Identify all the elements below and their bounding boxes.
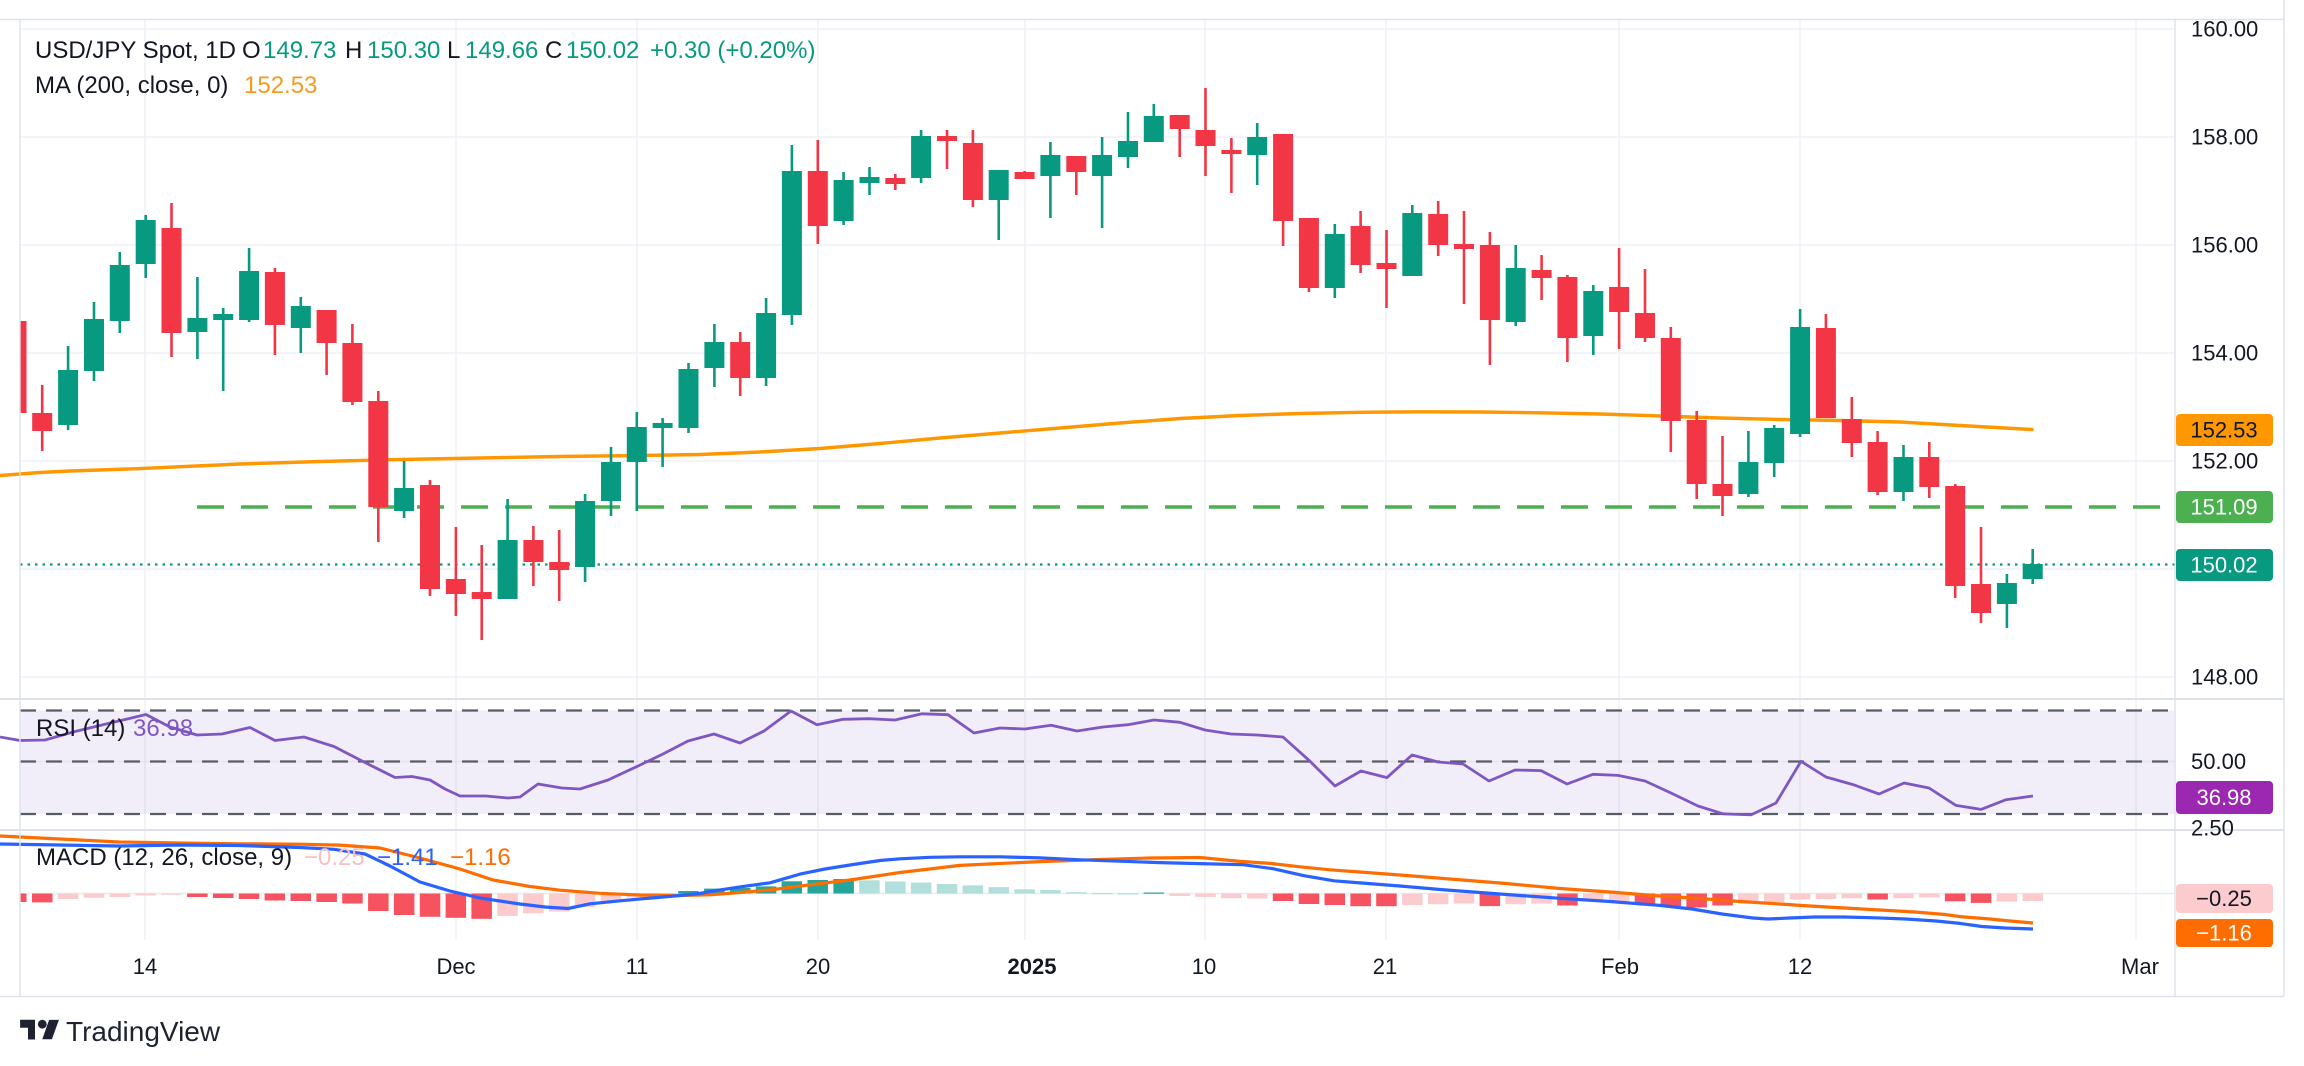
svg-text:L: L	[447, 37, 460, 64]
svg-text:MACD (12, 26, close, 9): MACD (12, 26, close, 9)	[36, 844, 292, 871]
svg-text:158.00: 158.00	[2191, 125, 2258, 150]
svg-text:+0.30 (+0.20%): +0.30 (+0.20%)	[650, 37, 815, 64]
svg-text:21: 21	[1373, 954, 1397, 979]
svg-text:152.00: 152.00	[2191, 449, 2258, 474]
svg-text:H: H	[345, 37, 362, 64]
svg-text:149.66: 149.66	[465, 37, 538, 64]
svg-text:C: C	[545, 37, 562, 64]
svg-text:TradingView: TradingView	[66, 1016, 221, 1047]
svg-text:2.50: 2.50	[2191, 816, 2234, 841]
svg-text:Dec: Dec	[436, 954, 475, 979]
svg-text:150.02: 150.02	[566, 37, 639, 64]
svg-text:O: O	[242, 37, 261, 64]
svg-text:149.73: 149.73	[263, 37, 336, 64]
svg-text:148.00: 148.00	[2191, 665, 2258, 690]
svg-text:160.00: 160.00	[2191, 17, 2258, 42]
svg-text:MA (200, close, 0): MA (200, close, 0)	[35, 72, 228, 99]
svg-text:50.00: 50.00	[2191, 749, 2246, 774]
svg-text:150.02: 150.02	[2190, 553, 2257, 578]
svg-text:11: 11	[626, 954, 649, 979]
svg-text:36.98: 36.98	[2196, 785, 2251, 810]
svg-text:12: 12	[1788, 954, 1812, 979]
svg-text:RSI (14): RSI (14)	[36, 715, 125, 742]
svg-text:2025: 2025	[1008, 954, 1057, 979]
svg-text:−0.25: −0.25	[304, 844, 365, 871]
svg-text:154.00: 154.00	[2191, 341, 2258, 366]
svg-text:−1.16: −1.16	[450, 844, 511, 871]
svg-text:36.98: 36.98	[133, 715, 193, 742]
svg-text:150.30: 150.30	[367, 37, 440, 64]
svg-text:151.09: 151.09	[2190, 495, 2257, 520]
svg-text:152.53: 152.53	[2190, 418, 2257, 443]
svg-text:10: 10	[1192, 954, 1216, 979]
svg-text:14: 14	[133, 954, 157, 979]
svg-text:−0.25: −0.25	[2196, 886, 2252, 911]
svg-text:156.00: 156.00	[2191, 233, 2258, 258]
svg-text:−1.41: −1.41	[377, 844, 438, 871]
svg-text:USD/JPY Spot, 1D: USD/JPY Spot, 1D	[35, 37, 236, 64]
svg-text:−1.16: −1.16	[2196, 921, 2252, 946]
svg-text:20: 20	[806, 954, 830, 979]
svg-text:152.53: 152.53	[244, 72, 317, 99]
svg-text:Feb: Feb	[1601, 954, 1639, 979]
svg-text:Mar: Mar	[2121, 954, 2159, 979]
